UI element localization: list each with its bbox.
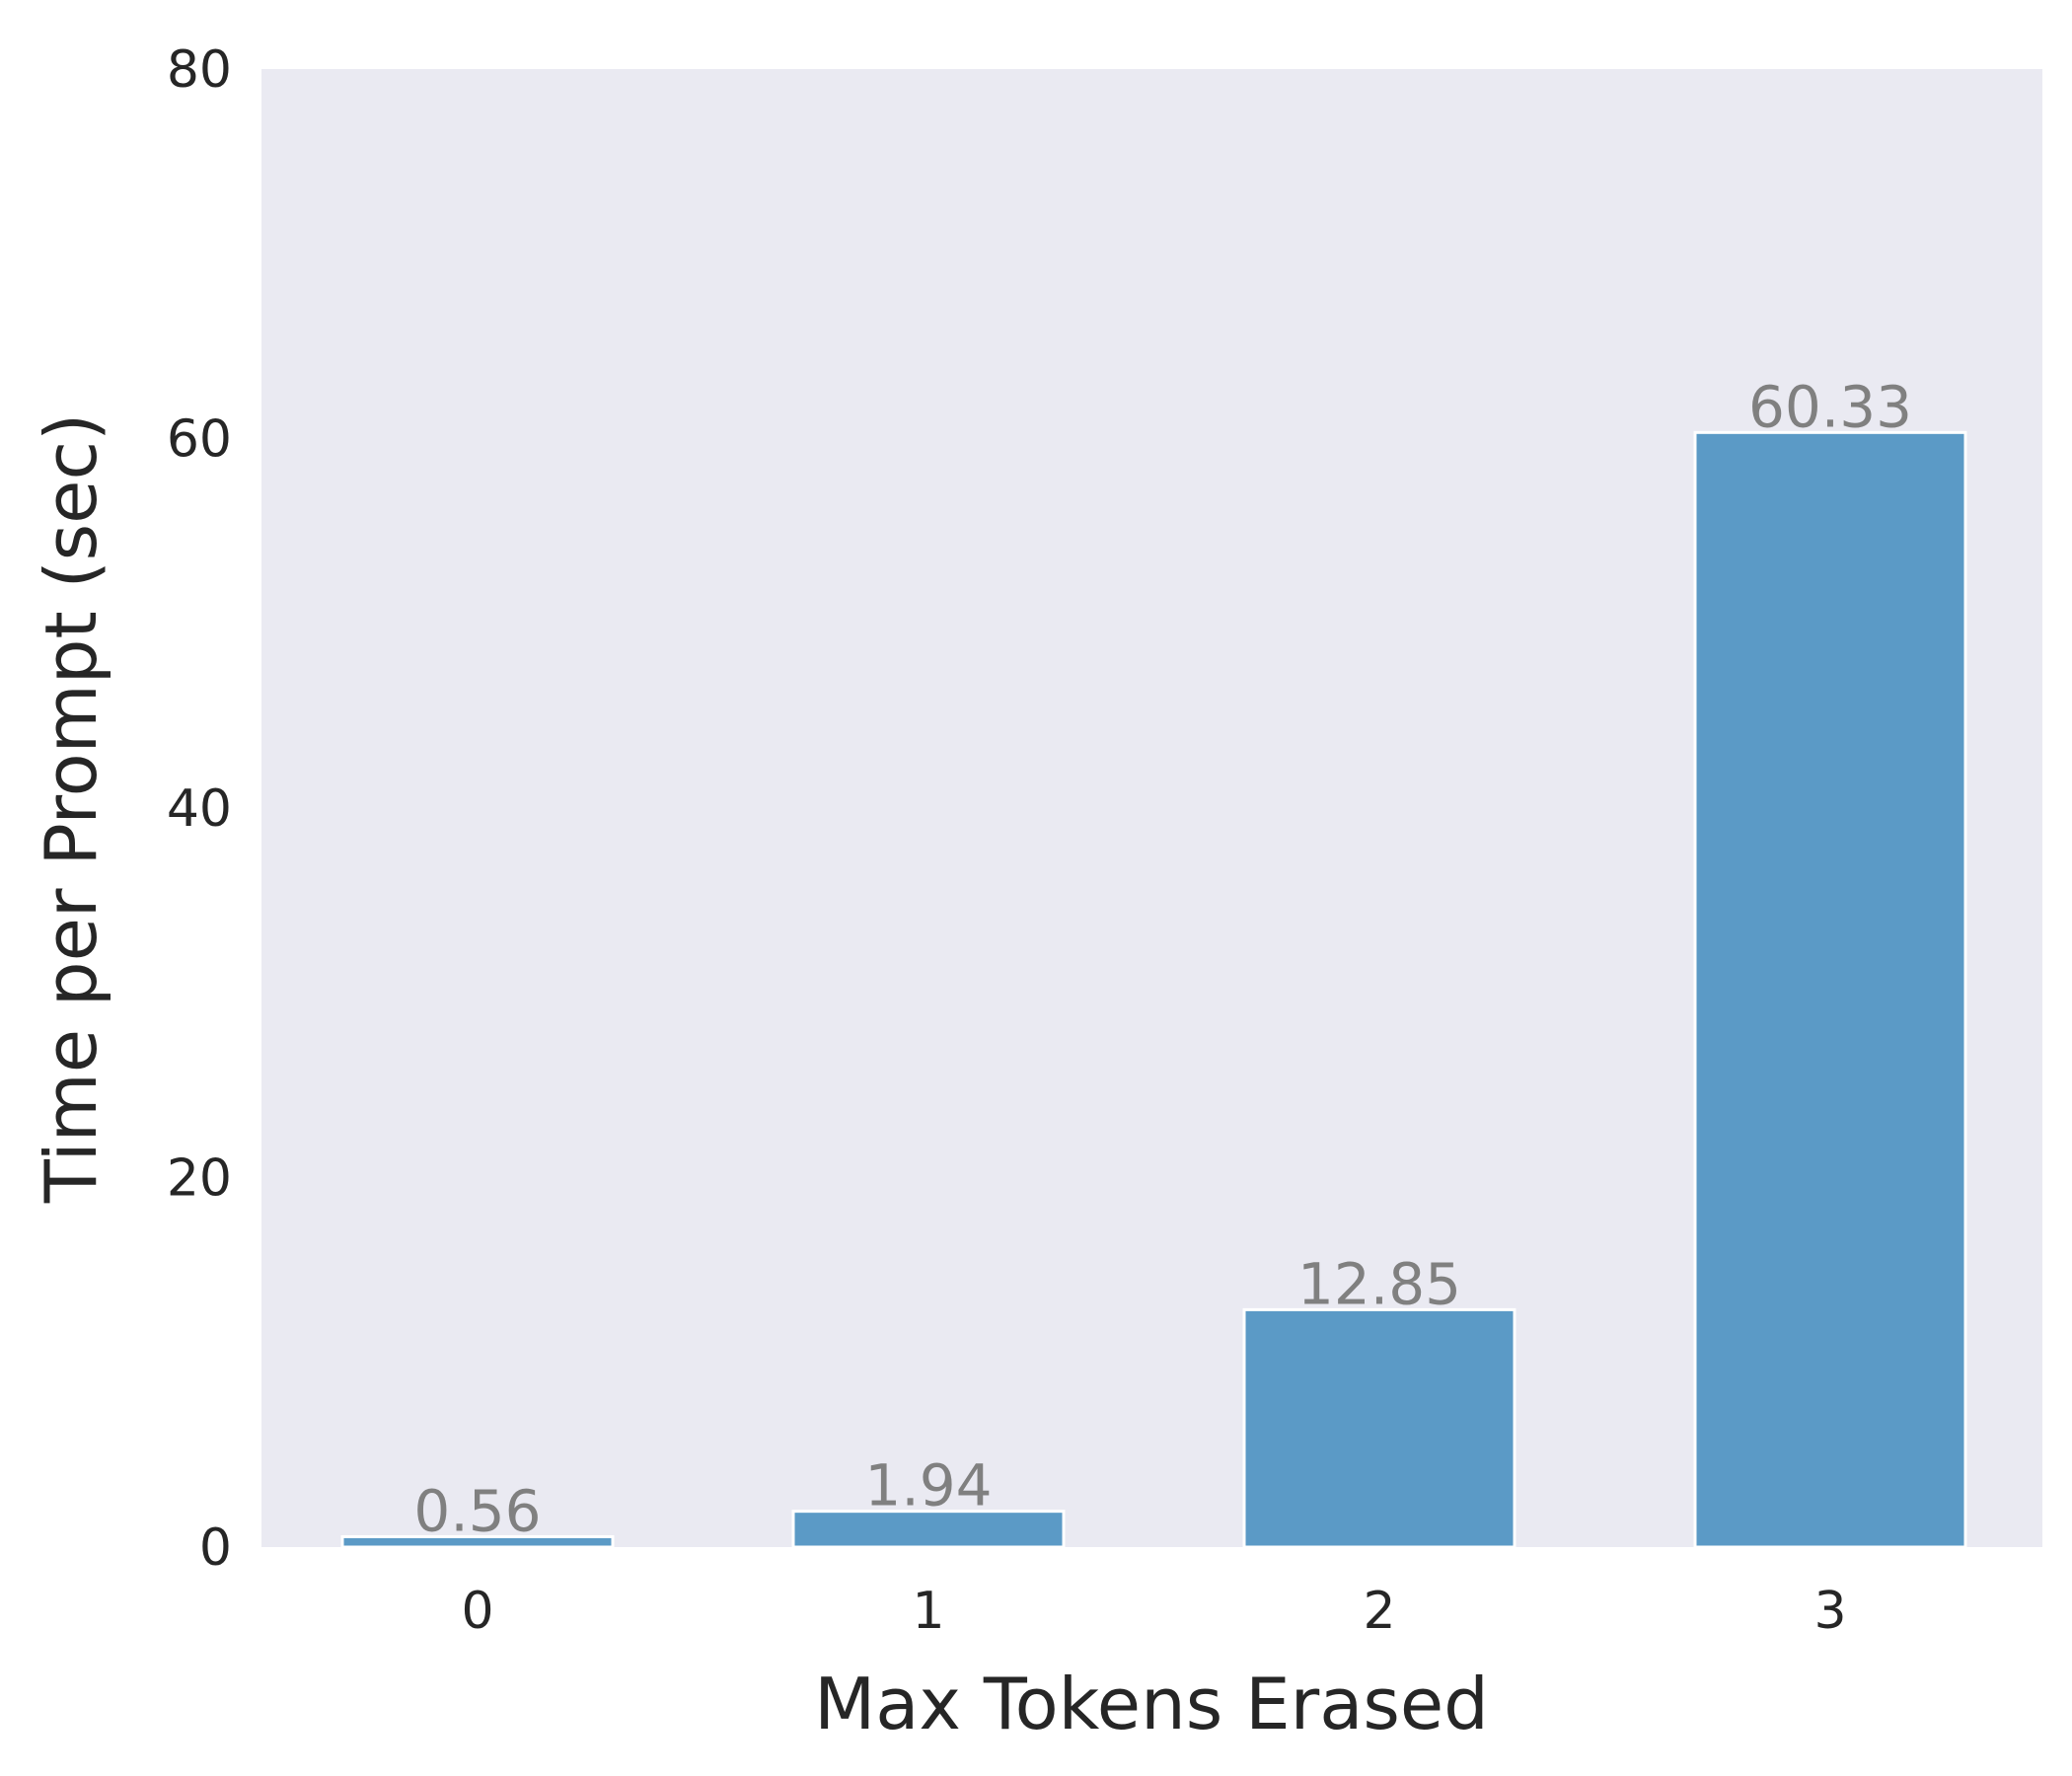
bar-value-label-3: 60.33: [1748, 373, 1912, 440]
bars-layer: [340, 430, 1967, 1549]
value-labels-layer: 0.56 1.94 12.85 60.33: [413, 373, 1912, 1544]
bar-value-label-1: 1.94: [864, 1452, 992, 1519]
x-tick-label-3: 3: [1813, 1582, 1846, 1641]
x-tick-label-2: 2: [1363, 1582, 1395, 1641]
y-axis-ticks: 0 20 40 60 80: [167, 40, 232, 1578]
x-axis-ticks: 0 1 2 3: [461, 1582, 1846, 1641]
x-tick-label-1: 1: [912, 1582, 944, 1641]
y-tick-label-80: 80: [167, 40, 232, 100]
bar-0: [340, 1535, 615, 1549]
y-tick-label-60: 60: [167, 410, 232, 470]
bar-value-label-2: 12.85: [1297, 1250, 1461, 1317]
bar-value-label-0: 0.56: [413, 1478, 541, 1545]
y-tick-label-0: 0: [199, 1518, 232, 1578]
y-tick-label-20: 20: [167, 1149, 232, 1209]
y-axis-label: Time per Prompt (sec): [30, 413, 112, 1204]
bar-3: [1693, 430, 1967, 1549]
x-tick-label-0: 0: [461, 1582, 493, 1641]
bar-2: [1242, 1307, 1517, 1549]
y-tick-label-40: 40: [167, 779, 232, 839]
x-axis-label: Max Tokens Erased: [814, 1663, 1489, 1745]
bar-1: [791, 1510, 1066, 1549]
